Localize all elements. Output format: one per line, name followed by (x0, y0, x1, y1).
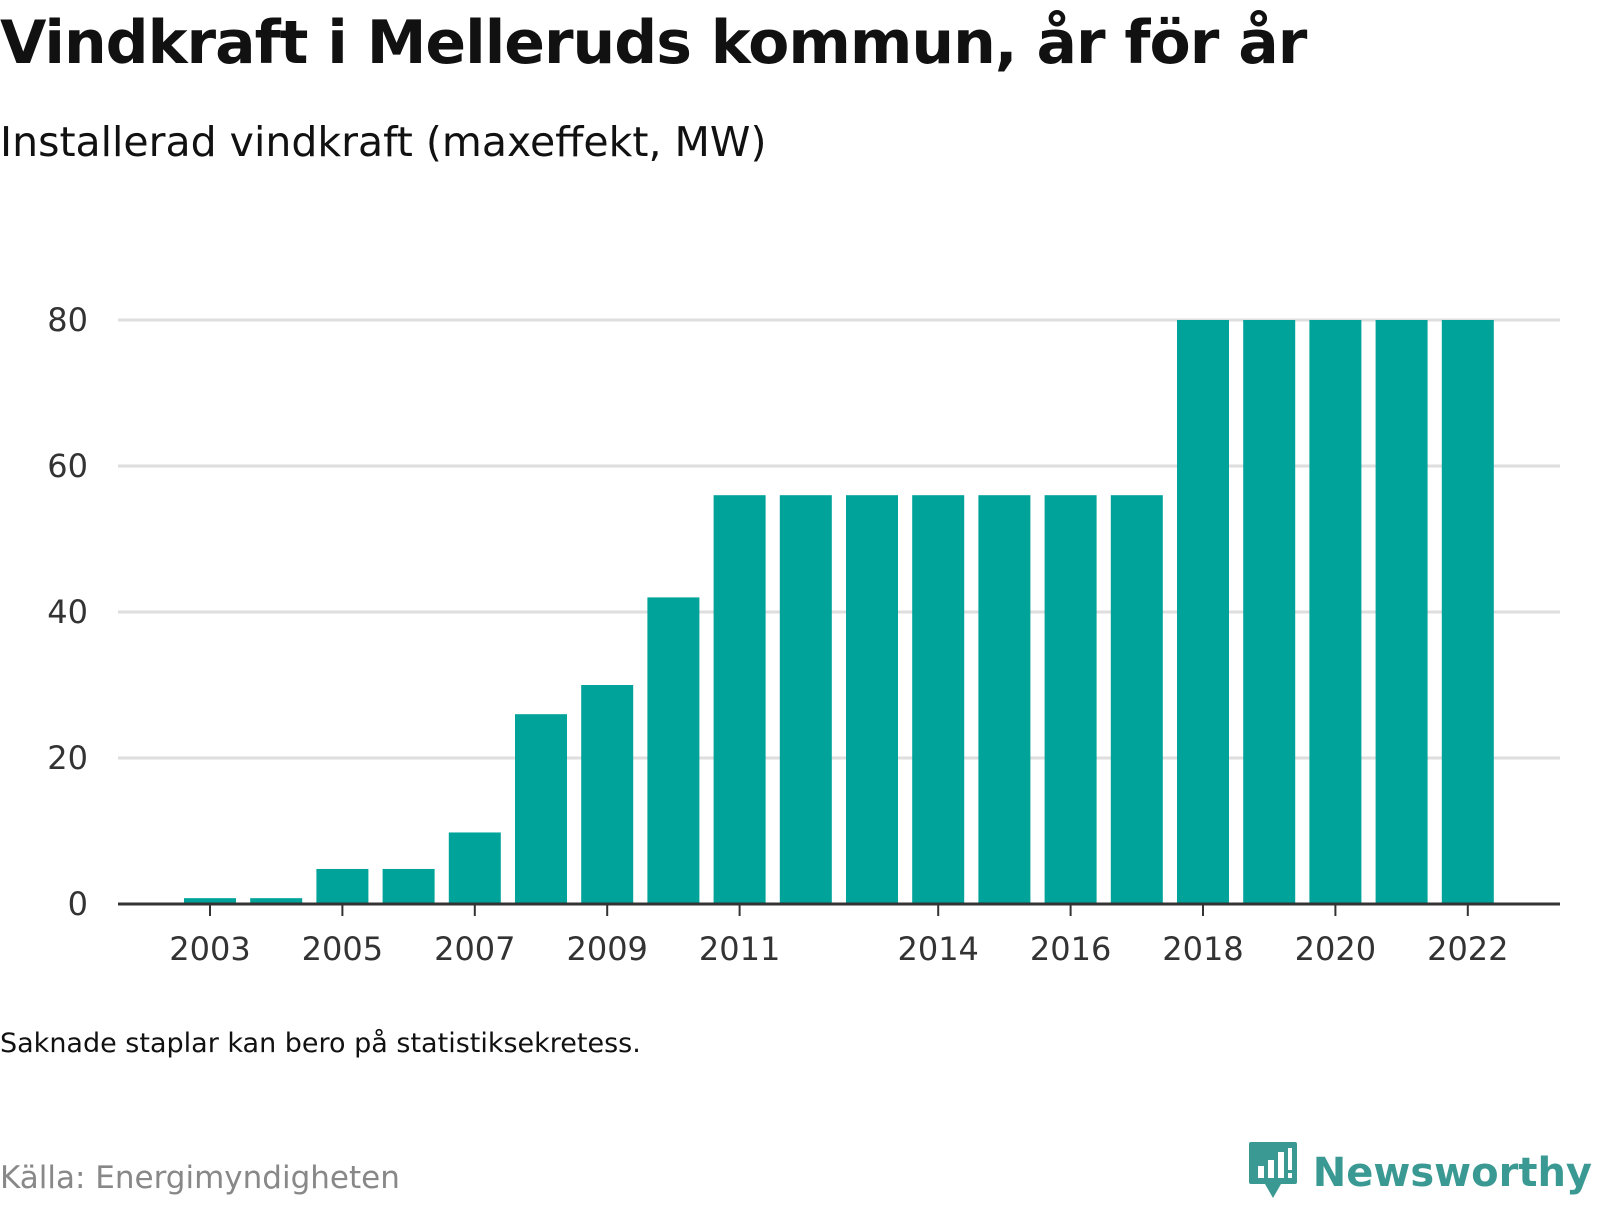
x-tick-label: 2022 (1427, 930, 1508, 968)
bar-2019 (1243, 320, 1296, 904)
bar-2016 (1044, 495, 1097, 904)
x-tick-label: 2018 (1162, 930, 1243, 968)
chart-subtitle: Installerad vindkraft (maxeffekt, MW) (0, 118, 767, 166)
newsworthy-logo-icon (1247, 1140, 1299, 1206)
y-tick-labels: 0 20 40 60 80 (47, 301, 88, 923)
x-tick-label: 2020 (1295, 930, 1376, 968)
bar-2010 (647, 597, 700, 904)
bar-2018 (1177, 320, 1229, 904)
bar-2009 (581, 685, 634, 904)
y-tick-label: 0 (68, 885, 88, 923)
brand-name: Newsworthy (1312, 1150, 1592, 1196)
bar-2011 (713, 495, 766, 904)
bar-2014 (912, 495, 965, 904)
bar-2003 (184, 898, 236, 904)
brand-logo: Newsworthy (1247, 1140, 1592, 1206)
bar-2007 (448, 832, 501, 904)
x-tick-label: 2014 (897, 930, 978, 968)
bar-2021 (1375, 320, 1428, 904)
x-tick-label: 2009 (566, 930, 647, 968)
y-tick-label: 20 (47, 739, 88, 777)
bar-2012 (779, 495, 832, 904)
y-tick-label: 80 (47, 301, 88, 339)
bars (184, 320, 1494, 904)
x-tick-label: 2005 (302, 930, 383, 968)
bar-2004 (250, 898, 303, 904)
bar-2020 (1309, 320, 1362, 904)
bar-2005 (316, 868, 369, 904)
y-tick-label: 60 (47, 447, 88, 485)
bar-2008 (515, 714, 567, 904)
bar-2017 (1110, 495, 1163, 904)
y-tick-label: 40 (47, 593, 88, 631)
x-axis (118, 902, 1560, 916)
x-tick-label: 2011 (699, 930, 780, 968)
source-text: Källa: Energimyndigheten (0, 1160, 400, 1196)
bar-2013 (846, 495, 898, 904)
x-tick-label: 2007 (434, 930, 515, 968)
footnote: Saknade staplar kan bero på statistiksek… (0, 1028, 641, 1059)
x-tick-labels: 2003 2005 2007 2009 2011 2014 2016 2018 2020 2022 (169, 930, 1508, 968)
x-tick-label: 2003 (169, 930, 250, 968)
bar-2022 (1441, 320, 1494, 904)
bar-2006 (382, 868, 435, 904)
bar-2015 (978, 495, 1031, 904)
x-tick-label: 2016 (1030, 930, 1111, 968)
chart-title: Vindkraft i Melleruds kommun, år för år (0, 8, 1307, 78)
